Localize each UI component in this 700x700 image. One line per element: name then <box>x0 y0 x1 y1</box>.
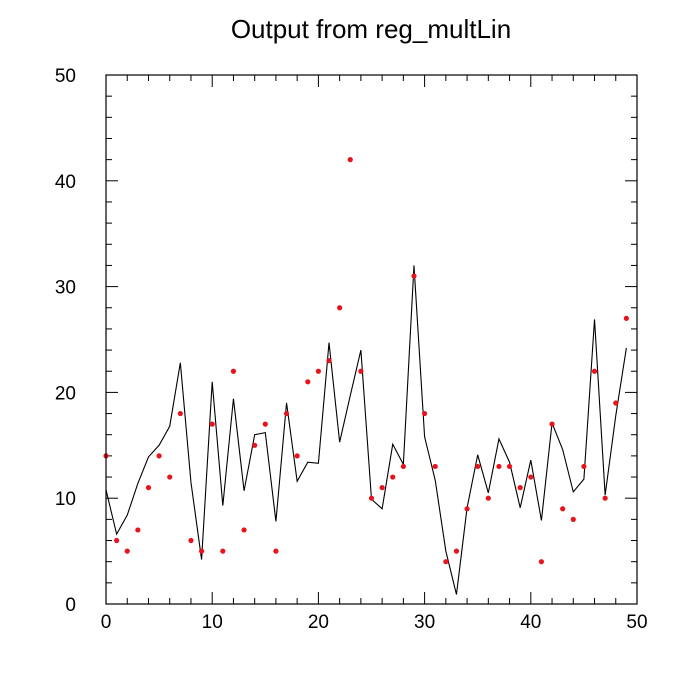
data-point <box>453 548 460 554</box>
chart-title: Output from reg_multLin <box>231 14 511 44</box>
data-point <box>230 368 237 374</box>
data-point <box>220 548 226 554</box>
data-point <box>570 516 576 522</box>
data-point <box>560 506 566 512</box>
fit-line-layer <box>105 265 627 595</box>
data-point <box>198 548 205 554</box>
data-point <box>464 506 470 512</box>
data-point <box>177 410 183 417</box>
data-point <box>379 485 385 491</box>
tick-labels: 0 10 20 30 40 50 0 10 20 30 40 50 <box>55 66 648 633</box>
data-point <box>475 463 481 470</box>
x-tick-label: 10 <box>202 612 223 633</box>
x-tick-label: 50 <box>626 612 647 633</box>
data-point <box>188 537 194 544</box>
x-tick-label: 40 <box>520 612 541 633</box>
data-point <box>400 463 406 470</box>
data-point <box>432 463 438 470</box>
data-point <box>538 559 545 565</box>
data-point <box>485 495 491 501</box>
x-tick-label: 20 <box>308 612 329 633</box>
y-tick-label: 40 <box>55 172 76 193</box>
data-point <box>252 442 258 448</box>
data-point <box>528 474 534 480</box>
data-point <box>613 400 619 406</box>
data-point <box>305 379 311 385</box>
data-point <box>422 410 428 417</box>
x-tick-label: 30 <box>414 612 435 633</box>
y-tick-label: 20 <box>55 383 76 404</box>
data-point <box>347 157 353 163</box>
data-point <box>135 527 141 533</box>
data-point <box>549 421 555 427</box>
data-point <box>443 559 449 565</box>
data-point <box>262 421 268 427</box>
data-point <box>326 358 332 364</box>
y-tick-label: 30 <box>55 278 76 299</box>
data-point <box>209 421 215 427</box>
data-point <box>517 485 523 491</box>
data-point <box>368 495 375 501</box>
plot-frame <box>105 74 638 605</box>
data-point <box>496 463 502 470</box>
fit-line <box>105 265 627 595</box>
data-point <box>581 463 587 470</box>
data-point <box>390 474 396 480</box>
data-point <box>315 368 321 374</box>
data-point <box>506 463 513 470</box>
data-point <box>156 453 162 459</box>
data-point <box>602 495 608 501</box>
y-tick-label: 50 <box>55 66 76 87</box>
data-point <box>241 527 247 533</box>
data-point <box>591 368 598 374</box>
data-point <box>411 273 417 279</box>
data-point <box>167 474 173 480</box>
data-point <box>623 315 629 321</box>
y-tick-label: 0 <box>65 595 76 616</box>
y-tick-label: 10 <box>55 489 76 510</box>
data-point <box>145 485 152 491</box>
data-point <box>294 453 300 459</box>
data-point <box>358 368 364 374</box>
data-point <box>283 410 290 417</box>
data-points-layer <box>103 157 629 565</box>
axis-ticks <box>105 74 638 605</box>
data-point <box>273 548 279 554</box>
data-point <box>114 537 120 544</box>
data-point <box>124 548 130 554</box>
x-tick-label: 0 <box>101 612 112 633</box>
data-point <box>337 305 343 311</box>
